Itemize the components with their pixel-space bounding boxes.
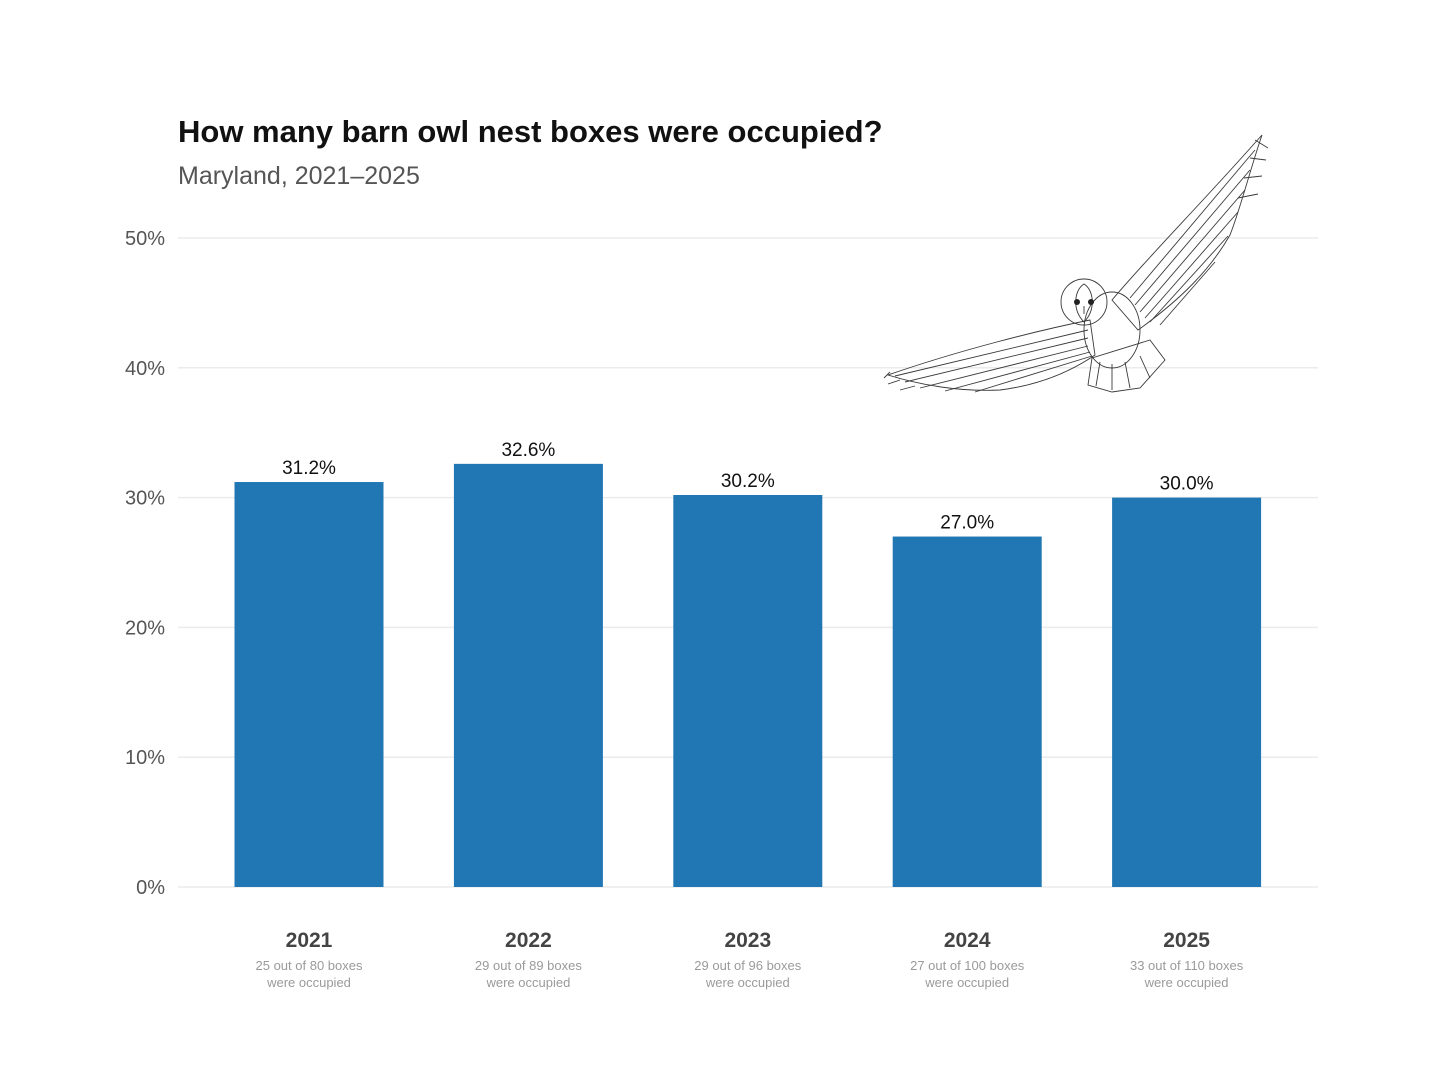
category-label-2021: 2021: [286, 929, 333, 952]
category-label-2025: 2025: [1163, 929, 1210, 952]
x-axis-categories: 2021 25 out of 80 boxes were occupied 2022 2…: [256, 929, 1244, 990]
note-line-2-2021: were occupied: [266, 975, 351, 990]
bar-2022: [453, 463, 603, 887]
chart-subtitle: Maryland, 2021–2025: [178, 162, 420, 190]
category-label-2024: 2024: [944, 929, 991, 952]
note-line-1-2023: 29 out of 96 boxes: [694, 958, 801, 973]
y-tick-label: 30%: [125, 488, 165, 510]
y-tick-label: 0%: [136, 877, 165, 899]
value-label-2022: 32.6%: [501, 440, 555, 461]
note-line-1-2021: 25 out of 80 boxes: [256, 958, 363, 973]
note-line-1-2024: 27 out of 100 boxes: [910, 958, 1025, 973]
value-label-2025: 30.0%: [1160, 474, 1214, 495]
note-line-1-2022: 29 out of 89 boxes: [475, 958, 582, 973]
bar-2025: [1112, 497, 1262, 887]
bar-2021: [234, 482, 384, 887]
note-line-2-2024: were occupied: [924, 975, 1009, 990]
y-axis-ticks: 0% 10% 20% 30% 40% 50%: [125, 228, 165, 899]
bars: [234, 463, 1262, 887]
bar-2023: [673, 495, 823, 887]
y-tick-label: 10%: [125, 747, 165, 769]
value-label-2024: 27.0%: [940, 513, 994, 534]
value-label-2023: 30.2%: [721, 471, 775, 492]
value-labels: 31.2% 32.6% 30.2% 27.0% 30.0%: [282, 440, 1214, 534]
barn-owl-illustration: [883, 134, 1269, 393]
category-label-2022: 2022: [505, 929, 552, 952]
value-label-2021: 31.2%: [282, 458, 336, 479]
y-tick-label: 20%: [125, 617, 165, 639]
note-line-2-2025: were occupied: [1144, 975, 1229, 990]
note-line-2-2023: were occupied: [705, 975, 790, 990]
category-label-2023: 2023: [724, 929, 771, 952]
chart-title: How many barn owl nest boxes were occupi…: [178, 114, 883, 149]
note-line-2-2022: were occupied: [485, 975, 570, 990]
y-tick-label: 40%: [125, 358, 165, 380]
note-line-1-2025: 33 out of 110 boxes: [1130, 958, 1244, 973]
bar-2024: [892, 536, 1042, 887]
y-tick-label: 50%: [125, 228, 165, 250]
